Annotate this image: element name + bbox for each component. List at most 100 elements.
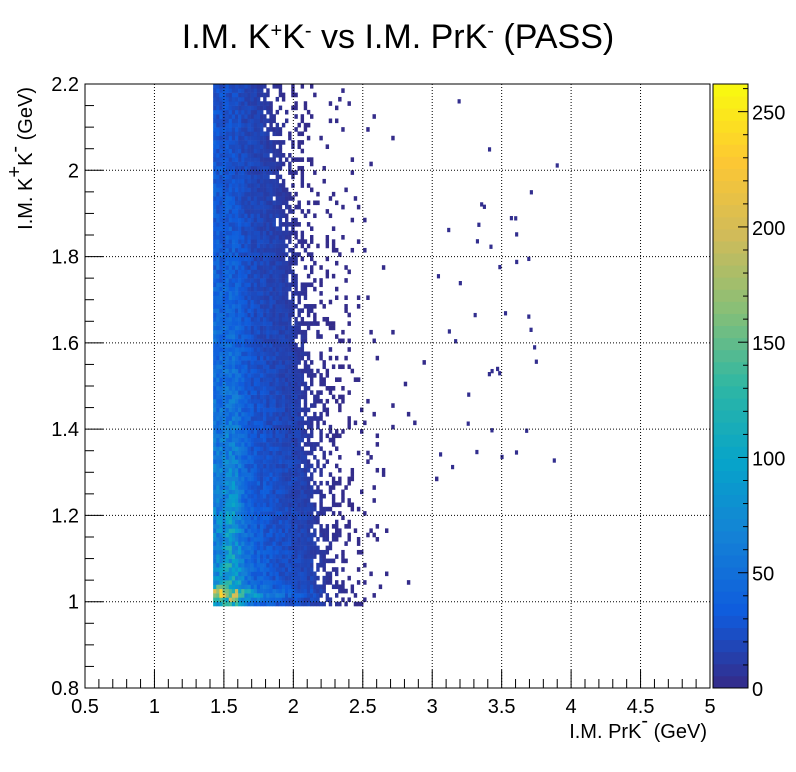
heatmap-cell bbox=[285, 446, 289, 452]
heatmap-cell bbox=[228, 403, 233, 408]
heatmap-cell bbox=[335, 398, 339, 404]
heatmap-cell bbox=[231, 411, 236, 417]
heatmap-cell bbox=[263, 558, 267, 564]
heatmap-cell bbox=[272, 524, 276, 529]
heatmap-cell bbox=[238, 118, 242, 124]
heatmap-cell bbox=[297, 347, 301, 352]
heatmap-cell bbox=[219, 558, 223, 564]
heatmap-cell bbox=[260, 217, 264, 223]
heatmap-cell bbox=[269, 114, 273, 119]
heatmap-cell bbox=[310, 377, 314, 382]
heatmap-cell bbox=[285, 312, 289, 318]
heatmap-cell bbox=[219, 273, 223, 279]
heatmap-cell bbox=[300, 450, 305, 456]
heatmap-cell bbox=[219, 204, 223, 210]
heatmap-cell bbox=[222, 584, 226, 590]
heatmap-cell bbox=[238, 157, 242, 162]
heatmap-cell bbox=[285, 511, 289, 516]
heatmap-cell bbox=[213, 433, 217, 439]
heatmap-cell bbox=[219, 593, 223, 598]
palette-tick-label: 250 bbox=[752, 103, 785, 125]
heatmap-cell bbox=[260, 411, 264, 417]
heatmap-cell bbox=[213, 213, 217, 219]
heatmap-cell bbox=[231, 217, 236, 223]
heatmap-cell bbox=[241, 580, 245, 585]
heatmap-cell bbox=[285, 532, 289, 538]
heatmap-cell bbox=[222, 252, 226, 257]
heatmap-cell bbox=[297, 450, 301, 456]
heatmap-cell bbox=[213, 407, 217, 413]
heatmap-cell bbox=[269, 355, 273, 361]
heatmap-cell bbox=[225, 511, 230, 516]
heatmap-cell bbox=[316, 567, 320, 572]
heatmap-cell bbox=[338, 96, 342, 102]
heatmap-cell bbox=[213, 144, 217, 150]
heatmap-cell bbox=[306, 424, 311, 430]
heatmap-cell bbox=[250, 312, 255, 318]
heatmap-cell bbox=[294, 411, 298, 417]
heatmap-cell bbox=[294, 394, 298, 400]
heatmap-cell bbox=[216, 545, 220, 551]
heatmap-cell bbox=[275, 304, 280, 309]
heatmap-cell bbox=[266, 127, 270, 132]
heatmap-cell bbox=[297, 567, 301, 572]
heatmap-cell bbox=[347, 269, 351, 275]
heatmap-cell bbox=[285, 321, 289, 326]
heatmap-cell bbox=[278, 295, 283, 301]
heatmap-cell bbox=[235, 437, 239, 443]
heatmap-cell bbox=[235, 511, 239, 516]
heatmap-cell bbox=[266, 429, 270, 434]
heatmap-cell bbox=[213, 286, 217, 292]
heatmap-cell bbox=[231, 273, 236, 279]
heatmap-cell bbox=[328, 196, 333, 201]
heatmap-cell bbox=[241, 407, 245, 413]
heatmap-cell bbox=[391, 424, 395, 430]
heatmap-cell bbox=[238, 347, 242, 352]
palette-band bbox=[713, 615, 748, 628]
heatmap-cell bbox=[253, 286, 258, 292]
heatmap-cell bbox=[263, 411, 267, 417]
heatmap-cell bbox=[247, 204, 251, 210]
heatmap-cell bbox=[247, 200, 251, 206]
heatmap-cell bbox=[281, 450, 286, 456]
heatmap-cell bbox=[272, 476, 276, 482]
heatmap-cell bbox=[216, 92, 220, 98]
heatmap-cell bbox=[263, 347, 267, 352]
heatmap-cell bbox=[213, 562, 217, 568]
heatmap-cell bbox=[244, 390, 248, 395]
heatmap-cell bbox=[213, 209, 217, 214]
heatmap-cell bbox=[247, 96, 251, 102]
heatmap-cell bbox=[310, 537, 314, 542]
heatmap-cell bbox=[216, 342, 220, 348]
heatmap-cell bbox=[454, 339, 458, 344]
heatmap-cell bbox=[244, 593, 248, 598]
heatmap-cell bbox=[256, 575, 261, 581]
heatmap-cell bbox=[228, 230, 233, 236]
heatmap-cell bbox=[297, 571, 301, 577]
heatmap-cell bbox=[272, 286, 276, 292]
heatmap-cell bbox=[222, 360, 226, 365]
heatmap-cell bbox=[285, 286, 289, 292]
heatmap-cell bbox=[288, 571, 292, 577]
heatmap-cell bbox=[238, 386, 242, 391]
heatmap-cell bbox=[269, 515, 273, 521]
heatmap-cell bbox=[266, 506, 270, 512]
heatmap-cell bbox=[263, 316, 267, 322]
heatmap-cell bbox=[272, 420, 276, 426]
heatmap-cell bbox=[216, 420, 220, 426]
heatmap-cell bbox=[216, 407, 220, 413]
heatmap-cell bbox=[235, 519, 239, 525]
heatmap-cell bbox=[228, 329, 233, 335]
heatmap-cell bbox=[291, 351, 295, 357]
heatmap-cell bbox=[297, 222, 301, 227]
heatmap-cell bbox=[310, 442, 314, 447]
heatmap-cell bbox=[260, 373, 264, 378]
heatmap-cell bbox=[256, 312, 261, 318]
heatmap-cell bbox=[266, 424, 270, 430]
heatmap-cell bbox=[275, 493, 280, 499]
heatmap-cell bbox=[269, 524, 273, 529]
heatmap-cell bbox=[303, 420, 308, 426]
heatmap-cell bbox=[300, 502, 305, 508]
heatmap-cell bbox=[225, 161, 230, 167]
heatmap-cell bbox=[372, 485, 376, 490]
